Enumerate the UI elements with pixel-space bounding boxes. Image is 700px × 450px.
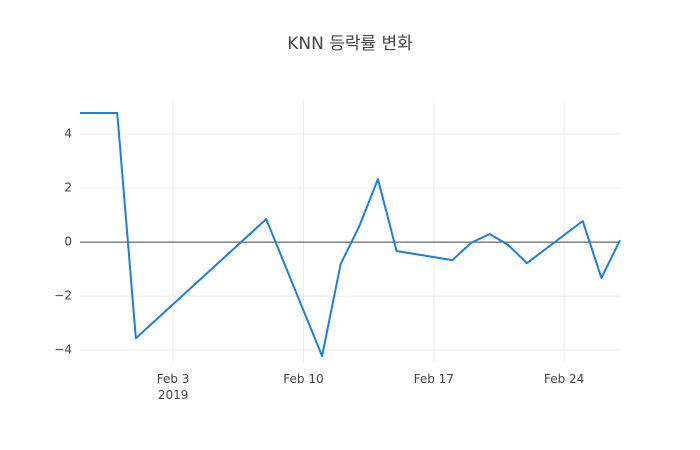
x-tick-label: Feb 3 2019 (157, 372, 190, 402)
line-series (80, 111, 621, 358)
y-tick-label: 2 (64, 181, 72, 195)
chart-title: KNN 등락률 변화 (287, 34, 413, 54)
x-tick-label: Feb 10 (283, 372, 323, 386)
x-tick-label: Feb 17 (414, 372, 454, 386)
x-tick-label: Feb 24 (544, 372, 584, 386)
y-tick-label: −4 (54, 343, 72, 357)
y-tick-label: −2 (54, 289, 72, 303)
y-tick-label: 4 (64, 127, 72, 141)
y-tick-label: 0 (64, 235, 72, 249)
